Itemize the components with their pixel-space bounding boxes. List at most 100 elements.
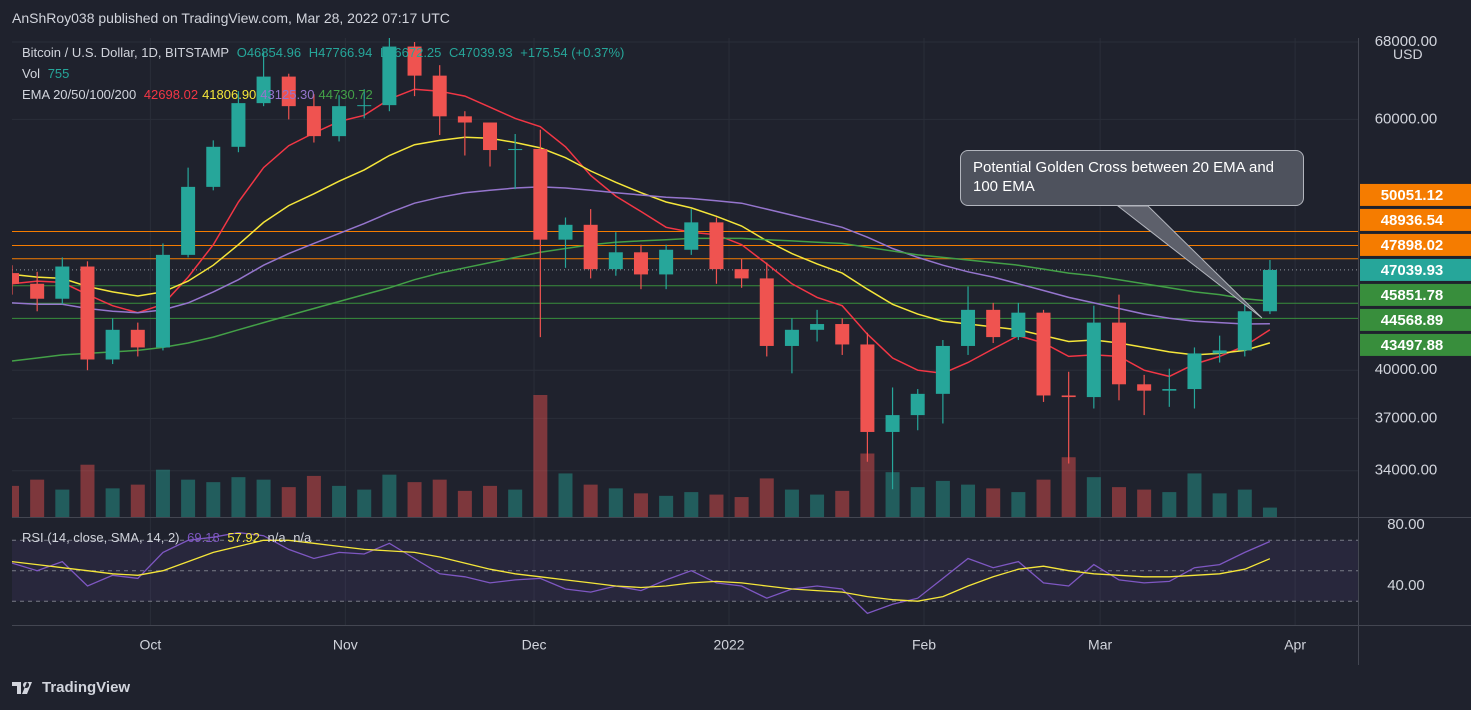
candle-body (457, 116, 472, 123)
candle-body (130, 329, 145, 348)
candle-body (935, 345, 950, 394)
ema-value: 43125.30 (260, 87, 315, 102)
price-label: 45851.78 (1381, 287, 1444, 304)
volume-bar (55, 489, 70, 517)
x-tick-label: Nov (333, 637, 358, 653)
volume-bar (558, 473, 573, 517)
volume-bar (784, 489, 799, 517)
candle-body (1237, 311, 1252, 351)
volume-bar (1036, 479, 1051, 517)
price-badge (1360, 233, 1471, 256)
volume-bar (734, 497, 749, 517)
candle-body (1187, 353, 1202, 390)
x-tick-label: Oct (139, 637, 161, 653)
volume-bar (407, 482, 422, 517)
volume-bar (281, 487, 296, 517)
candle-body (256, 76, 271, 104)
volume-bar (885, 472, 900, 517)
candle-body (206, 146, 221, 187)
candle-body (784, 329, 799, 346)
candle-body (1111, 322, 1126, 385)
rsi-sma-value: 57.92 (227, 530, 260, 545)
volume-bar (508, 489, 523, 517)
price-label: 50051.12 (1381, 187, 1444, 204)
rsi-extra: n/a (267, 530, 286, 545)
candle-body (961, 309, 976, 346)
volume-value: 755 (47, 66, 70, 81)
volume-bar (1137, 489, 1152, 517)
volume-bar (105, 488, 120, 517)
price-badge (1360, 208, 1471, 231)
volume-bar (986, 488, 1001, 517)
x-tick-label: Apr (1284, 637, 1306, 653)
price-badge (1360, 183, 1471, 206)
candle-body (407, 46, 422, 76)
candle-body (382, 46, 397, 106)
ema-label: EMA 20/50/100/200 (22, 87, 137, 102)
y-tick-label: 37000.00 (1375, 409, 1438, 426)
price-label: 44568.89 (1381, 312, 1444, 329)
candle-body (910, 393, 925, 416)
volume-bar (684, 492, 699, 517)
volume-bar (1111, 487, 1126, 517)
volume-legend: Vol 755 (22, 66, 73, 81)
x-tick-label: Feb (912, 637, 936, 653)
annotation: Potential Golden Cross between 20 EMA an… (960, 150, 1304, 206)
y-tick-label: 34000.00 (1375, 462, 1438, 479)
candle-body (860, 344, 875, 432)
volume-bar (1212, 493, 1227, 517)
candle-body (684, 222, 699, 250)
volume-bar (432, 479, 447, 517)
volume-bar (206, 482, 221, 517)
volume-bar (357, 489, 372, 517)
rsi-tick-label: 80.00 (1387, 516, 1425, 533)
volume-bar (30, 479, 45, 517)
y-tick-label: 60000.00 (1375, 110, 1438, 127)
volume-bar (80, 464, 95, 517)
price-label: 43497.88 (1381, 337, 1444, 354)
rsi-line (12, 539, 1271, 602)
volume-bar (256, 479, 271, 517)
volume-bar (1162, 492, 1177, 517)
candle-body (231, 103, 246, 147)
candle-body (1011, 312, 1026, 338)
volume-bar (910, 487, 925, 517)
ohlc-close: C47039.93 (449, 45, 513, 60)
candle-body (1162, 389, 1177, 391)
x-tick-label: Dec (522, 637, 547, 653)
candle-body (1212, 350, 1227, 354)
main-pane (12, 38, 1358, 517)
ohlc-open: O46854.96 (236, 45, 302, 60)
candle-body (1086, 322, 1101, 398)
volume-bar (1262, 507, 1277, 517)
axis-unit: USD (1393, 46, 1423, 62)
volume-bar (608, 488, 623, 517)
price-label: 47898.02 (1381, 237, 1444, 254)
price-badge (1360, 283, 1471, 306)
candle-body (835, 324, 850, 345)
candle-body (181, 186, 196, 255)
ema-value: 42698.02 (143, 87, 199, 102)
candle-body (608, 252, 623, 270)
volume-bar (533, 395, 548, 517)
rsi-tick-label: 40.00 (1387, 577, 1425, 594)
candle-body (885, 415, 900, 432)
candle-body (1036, 312, 1051, 396)
candle-body (583, 224, 598, 270)
candle-body (1061, 395, 1076, 398)
candle-body (810, 324, 825, 330)
volume-bar (860, 453, 875, 517)
volume-bar (306, 475, 321, 517)
ema-legend: EMA 20/50/100/200 42698.02 41806.90 43125.… (22, 87, 381, 102)
volume-bar (1061, 457, 1076, 517)
candle-body (155, 254, 170, 348)
volume-bar (835, 490, 850, 517)
symbol-title: Bitcoin / U.S. Dollar, 1D, BITSTAMP (22, 45, 230, 60)
candle-body (533, 148, 548, 240)
candle-body (432, 75, 447, 117)
candle-body (12, 273, 19, 284)
volume-bar (1011, 492, 1026, 517)
x-tick-label: Mar (1088, 637, 1112, 653)
